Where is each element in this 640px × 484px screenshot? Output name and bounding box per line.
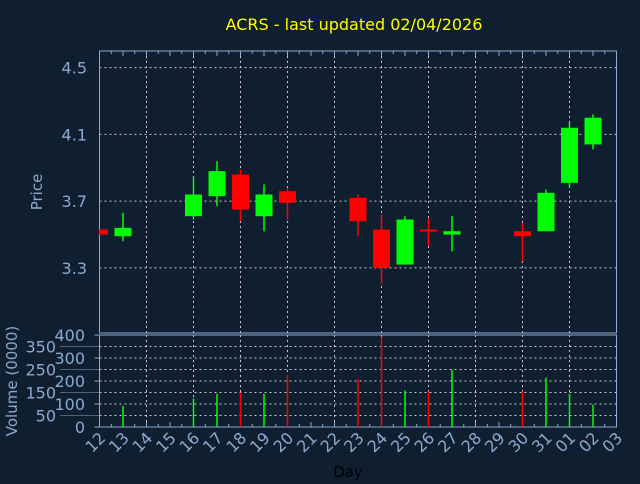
volume-tick-label: 0	[75, 418, 85, 437]
candle-body	[255, 194, 273, 217]
price-panel: 3.3 3.7 4.1 4.5	[62, 50, 617, 334]
volume-tick-label: 100	[54, 395, 85, 414]
candle-body	[99, 229, 108, 235]
price-tick-label: 4.1	[62, 125, 87, 144]
price-tick-label: 3.3	[62, 259, 87, 278]
x-axis-label: Day	[333, 463, 363, 480]
candle-body	[279, 191, 296, 203]
candle-body	[443, 231, 461, 235]
candle-body	[514, 231, 531, 237]
price-frame	[99, 50, 617, 334]
price-axis-label: Price	[28, 174, 46, 211]
price-tick-label: 3.7	[62, 192, 87, 211]
candle-body	[420, 229, 437, 232]
candle-body	[232, 174, 249, 210]
candle-body	[537, 192, 555, 232]
volume-tick-label: 50	[36, 407, 56, 426]
price-tick-label: 4.5	[62, 59, 87, 78]
volume-axis-label: Volume (0000)	[3, 326, 21, 436]
candle-body	[208, 171, 226, 197]
candle-body	[396, 219, 414, 265]
x-tick-labels: 1213141516171819202122232425262728293031…	[81, 428, 626, 456]
volume-tick-label: 400	[54, 326, 85, 345]
candle-body	[185, 194, 202, 217]
candle-body	[584, 117, 602, 145]
volume-tick-label: 150	[25, 384, 56, 403]
x-tick-label: 03	[598, 428, 626, 456]
volume-tick-label: 200	[54, 372, 85, 391]
chart-title: ACRS - last updated 02/04/2026	[226, 15, 483, 34]
candle-body	[114, 227, 132, 237]
candle-body	[373, 229, 390, 268]
volume-tick-label: 350	[25, 338, 56, 357]
candle-body	[561, 127, 578, 183]
candle-body	[349, 197, 367, 222]
volume-tick-label: 300	[54, 349, 85, 368]
volume-tick-label: 250	[25, 361, 56, 380]
